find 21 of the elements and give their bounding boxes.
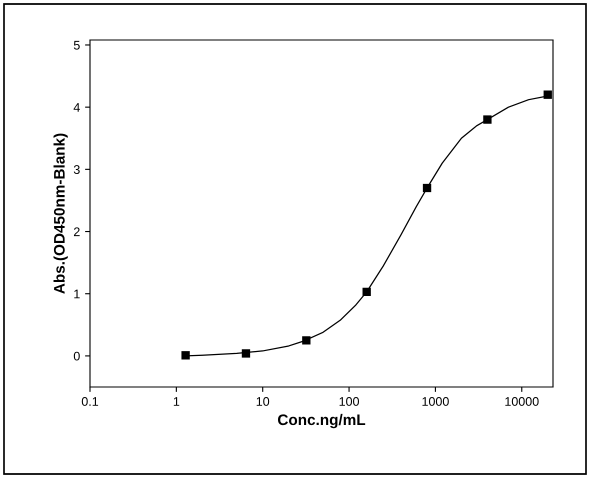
x-tick-label: 100 (340, 397, 359, 406)
y-tick-label: 4 (74, 103, 80, 112)
x-tick-label: 1 (174, 397, 180, 406)
point (544, 90, 552, 99)
x-tick-label: 0.1 (82, 397, 98, 406)
y-tick-label: 5 (74, 40, 80, 50)
x-tick-label: 10 (256, 397, 270, 406)
x-axis-title: Conc.ng/mL (278, 414, 366, 428)
y-axis-title: Abs.(OD450nm-Blank) (54, 134, 68, 294)
y-tick-label: 1 (74, 290, 80, 298)
point (181, 351, 190, 360)
y-tick-label: 0 (74, 352, 80, 361)
point (483, 115, 492, 124)
point (302, 336, 310, 345)
point (422, 184, 432, 192)
x-tick-label: 1000 (422, 397, 449, 406)
point (362, 288, 371, 296)
y-tick-label: 2 (74, 227, 80, 236)
x-tick-label: 10000 (505, 397, 539, 406)
point (242, 349, 250, 358)
y-tick-label: 3 (74, 165, 80, 174)
